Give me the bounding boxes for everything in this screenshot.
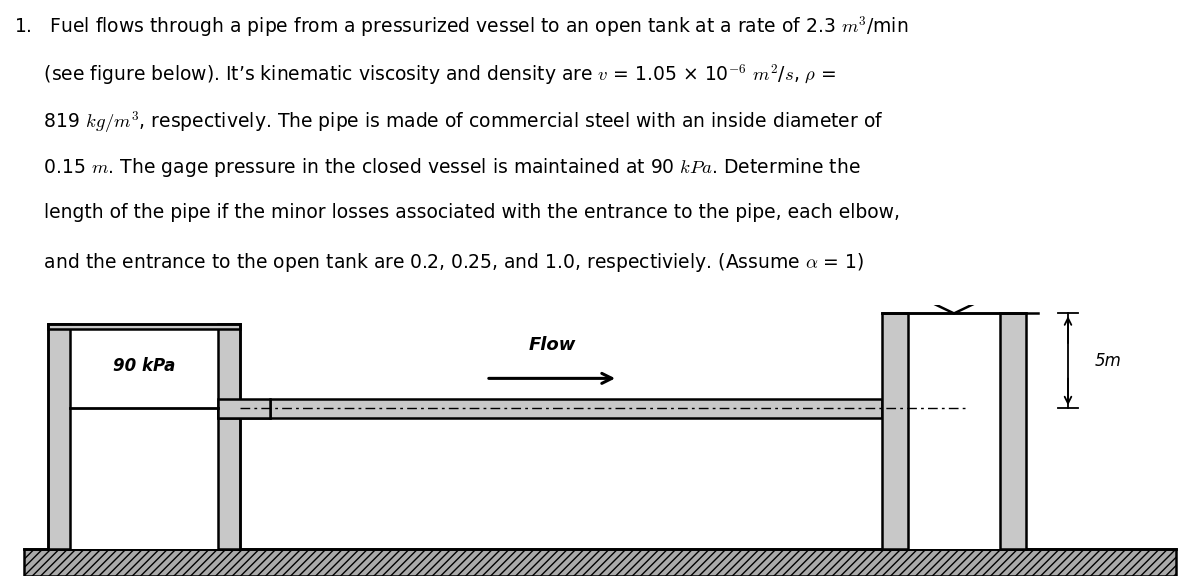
- Text: (see figure below). It’s kinematic viscosity and density are $v$ = 1.05 × 10$^{-: (see figure below). It’s kinematic visco…: [14, 62, 836, 86]
- Bar: [908, 313, 1000, 549]
- Bar: [270, 399, 882, 418]
- Text: 819 $kg/m^3$, respectively. The pipe is made of commercial steel with an inside : 819 $kg/m^3$, respectively. The pipe is …: [14, 109, 884, 135]
- Bar: [1000, 313, 1026, 549]
- Text: 1.   Fuel flows through a pipe from a pressurized vessel to an open tank at a ra: 1. Fuel flows through a pipe from a pres…: [14, 14, 908, 39]
- Bar: [882, 313, 908, 549]
- Bar: [70, 329, 218, 549]
- Text: Flow: Flow: [528, 336, 576, 354]
- Text: 90 kPa: 90 kPa: [113, 357, 175, 375]
- Bar: [218, 399, 270, 418]
- Text: 0.15 $m$. The gage pressure in the closed vessel is maintained at 90 $kPa$. Dete: 0.15 $m$. The gage pressure in the close…: [14, 156, 862, 179]
- Text: 5m: 5m: [1094, 352, 1121, 370]
- Bar: [218, 324, 240, 549]
- Bar: [48, 324, 70, 549]
- Polygon shape: [914, 294, 994, 313]
- Text: and the entrance to the open tank are 0.2, 0.25, and 1.0, respectiviely. (Assume: and the entrance to the open tank are 0.…: [14, 251, 865, 274]
- Bar: [218, 408, 270, 418]
- Bar: [24, 549, 1176, 576]
- Bar: [70, 329, 218, 408]
- Text: length of the pipe if the minor losses associated with the entrance to the pipe,: length of the pipe if the minor losses a…: [14, 203, 900, 222]
- Bar: [48, 324, 240, 329]
